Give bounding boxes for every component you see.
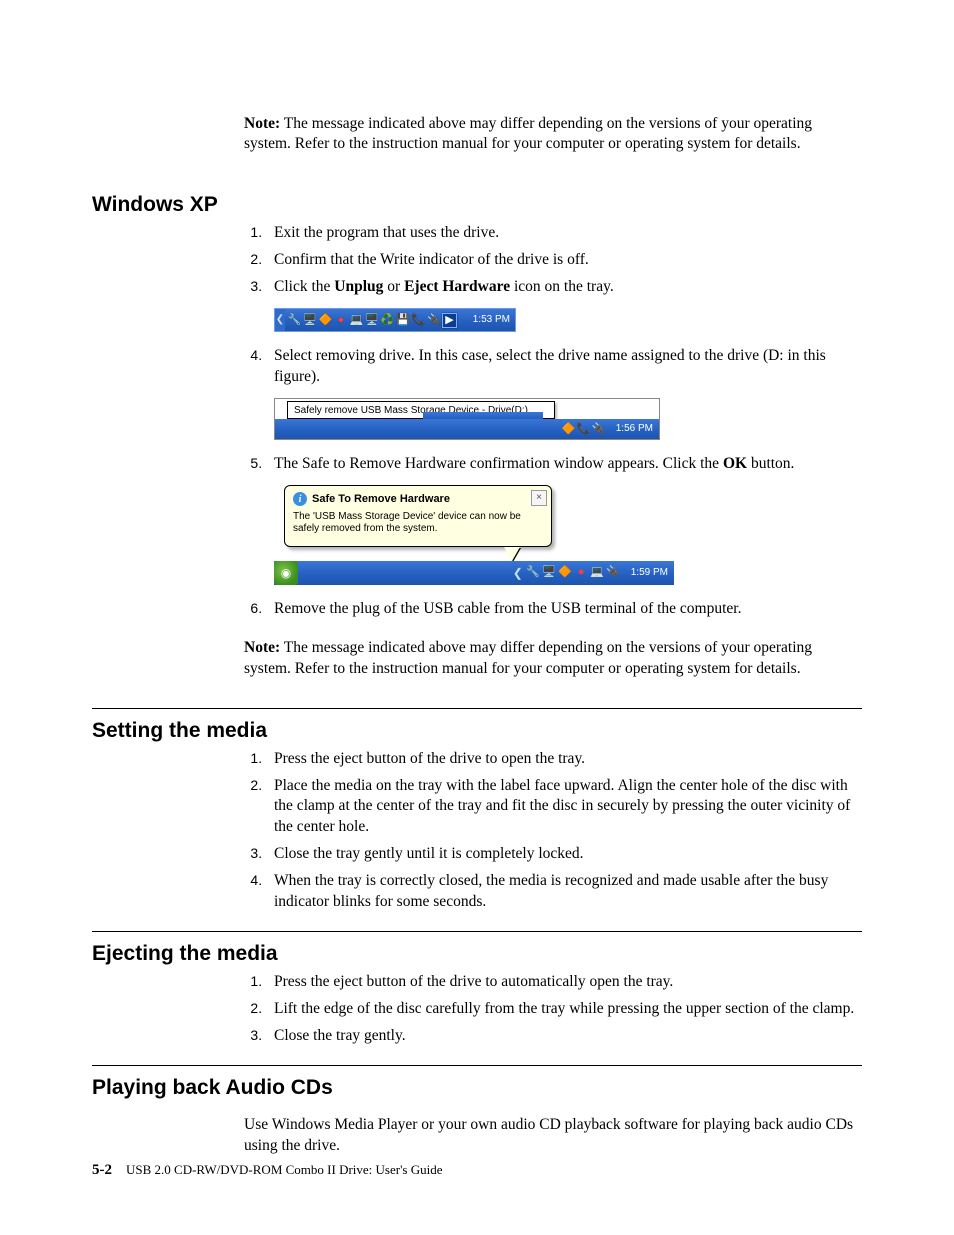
wmp-icon: ▶ bbox=[442, 313, 457, 328]
step-text: The Safe to Remove Hardware confirmation… bbox=[274, 455, 723, 472]
tray-icon: 💻 bbox=[590, 565, 605, 580]
tray-icon: 💾 bbox=[396, 313, 411, 328]
tray-icon: ● bbox=[574, 565, 589, 580]
tray-clock: 1:53 PM bbox=[468, 313, 515, 327]
bold-text: OK bbox=[723, 455, 747, 472]
book-title: USB 2.0 CD-RW/DVD-ROM Combo II Drive: Us… bbox=[126, 1162, 443, 1177]
section-title-windows-xp: Windows XP bbox=[92, 183, 862, 217]
tray-icon: 🔧 bbox=[287, 313, 302, 328]
step-item: Press the eject button of the drive to o… bbox=[266, 749, 862, 770]
step-text: Remove the plug of the USB cable from th… bbox=[274, 600, 741, 617]
mini-taskbar-strip bbox=[423, 412, 543, 419]
step-item: Lift the edge of the disc carefully from… bbox=[266, 999, 862, 1020]
step-text: Select removing drive. In this case, sel… bbox=[274, 347, 826, 385]
note-paragraph: Note: The message indicated above may di… bbox=[244, 638, 862, 680]
tray-clock: 1:59 PM bbox=[625, 566, 674, 580]
step-text: When the tray is correctly closed, the m… bbox=[274, 872, 828, 910]
figure-balloon: × i Safe To Remove Hardware The 'USB Mas… bbox=[274, 485, 862, 585]
section-title-setting-media: Setting the media bbox=[92, 708, 862, 743]
step-item: Click the Unplug or Eject Hardware icon … bbox=[266, 277, 862, 332]
step-item: Close the tray gently until it is comple… bbox=[266, 844, 862, 865]
page: Note: The message indicated above may di… bbox=[0, 0, 954, 1235]
step-text: Click the bbox=[274, 278, 334, 295]
step-text: Close the tray gently until it is comple… bbox=[274, 845, 584, 862]
close-icon[interactable]: × bbox=[531, 490, 547, 506]
figure-systray: ❮ 🔧 🖥️ 🔶 ● 💻 🖥️ ♻️ 💾 📞 🔌 bbox=[274, 308, 862, 332]
tray-icon: 🔶 bbox=[562, 422, 576, 436]
bold-text: Eject Hardware bbox=[404, 278, 510, 295]
step-item: Exit the program that uses the drive. bbox=[266, 223, 862, 244]
taskbar: 🔶 📞 🔌 1:56 PM bbox=[275, 419, 659, 439]
step-text: Place the media on the tray with the lab… bbox=[274, 777, 850, 836]
step-item: Remove the plug of the USB cable from th… bbox=[266, 599, 862, 620]
tray-icon: 📞 bbox=[577, 422, 591, 436]
note-text: The message indicated above may differ d… bbox=[244, 639, 812, 677]
step-text: Confirm that the Write indicator of the … bbox=[274, 251, 589, 268]
tray-icon: 🖥️ bbox=[303, 313, 318, 328]
step-text: button. bbox=[747, 455, 794, 472]
tray-icon: 🔌 bbox=[427, 313, 442, 328]
section-body-audio-cds: Use Windows Media Player or your own aud… bbox=[244, 1115, 862, 1157]
taskbar: ◉ ❮ 🔧 🖥️ 🔶 ● 💻 🔌 1:59 PM bbox=[274, 561, 674, 585]
figure-safely-remove-tooltip: Safely remove USB Mass Storage Device - … bbox=[274, 398, 862, 440]
tray-icons: 🔶 📞 🔌 bbox=[562, 422, 610, 436]
tray-icon: ♻️ bbox=[380, 313, 395, 328]
tray-icon: 🔶 bbox=[318, 313, 333, 328]
tray-icon: 🔶 bbox=[558, 565, 573, 580]
step-text: or bbox=[383, 278, 404, 295]
balloon-text: The 'USB Mass Storage Device' device can… bbox=[293, 511, 543, 536]
balloon-tail bbox=[504, 547, 520, 561]
note-paragraph: Note: The message indicated above may di… bbox=[244, 114, 862, 156]
step-item: Select removing drive. In this case, sel… bbox=[266, 346, 862, 440]
tray-icons: 🔧 🖥️ 🔶 ● 💻 🖥️ ♻️ 💾 📞 🔌 ▶ bbox=[285, 313, 459, 328]
balloon-title-row: i Safe To Remove Hardware bbox=[293, 492, 543, 507]
section-title-audio-cds: Playing back Audio CDs bbox=[92, 1065, 862, 1100]
tray-icon: 🔧 bbox=[526, 565, 541, 580]
note-text: The message indicated above may differ d… bbox=[244, 115, 812, 153]
step-text: Press the eject button of the drive to a… bbox=[274, 973, 673, 990]
tray-expand-icon: ❮ bbox=[510, 565, 526, 581]
step-text: Exit the program that uses the drive. bbox=[274, 224, 499, 241]
section-body-ejecting-media: Press the eject button of the drive to a… bbox=[244, 972, 862, 1047]
step-item: The Safe to Remove Hardware confirmation… bbox=[266, 454, 862, 585]
step-item: Place the media on the tray with the lab… bbox=[266, 776, 862, 839]
step-item: When the tray is correctly closed, the m… bbox=[266, 871, 862, 913]
step-item: Press the eject button of the drive to a… bbox=[266, 972, 862, 993]
section-body-setting-media: Press the eject button of the drive to o… bbox=[244, 749, 862, 913]
tray-icons: 🔧 🖥️ 🔶 ● 💻 🔌 bbox=[526, 565, 625, 580]
page-number: 5-2 bbox=[92, 1162, 112, 1178]
step-item: Close the tray gently. bbox=[266, 1026, 862, 1047]
bold-text: Unplug bbox=[334, 278, 383, 295]
tray-icon: 🖥️ bbox=[365, 313, 380, 328]
page-footer: 5-2 USB 2.0 CD-RW/DVD-ROM Combo II Drive:… bbox=[92, 1162, 443, 1179]
step-text: Lift the edge of the disc carefully from… bbox=[274, 1000, 854, 1017]
section-body-windows-xp: Exit the program that uses the drive. Co… bbox=[244, 223, 862, 679]
step-text: Close the tray gently. bbox=[274, 1027, 406, 1044]
steps-list: Press the eject button of the drive to a… bbox=[244, 972, 862, 1047]
tray-icon: 🔌 bbox=[606, 565, 621, 580]
tray-icon: 📞 bbox=[411, 313, 426, 328]
info-icon: i bbox=[293, 492, 307, 506]
steps-list: Press the eject button of the drive to o… bbox=[244, 749, 862, 913]
tray-icon: 💻 bbox=[349, 313, 364, 328]
section-title-ejecting-media: Ejecting the media bbox=[92, 931, 862, 966]
tray-icon: ● bbox=[334, 313, 349, 328]
note-label: Note: bbox=[244, 115, 280, 132]
start-button-icon[interactable]: ◉ bbox=[274, 561, 298, 585]
intro-note-block: Note: The message indicated above may di… bbox=[244, 114, 862, 156]
tray-icon: 🔌 bbox=[592, 422, 606, 436]
step-item: Confirm that the Write indicator of the … bbox=[266, 250, 862, 271]
tray-clock: 1:56 PM bbox=[610, 422, 659, 436]
step-text: Press the eject button of the drive to o… bbox=[274, 750, 585, 767]
note-label: Note: bbox=[244, 639, 280, 656]
balloon-title: Safe To Remove Hardware bbox=[312, 492, 450, 507]
tray-expand-icon: ❮ bbox=[275, 309, 285, 331]
balloon-tooltip: × i Safe To Remove Hardware The 'USB Mas… bbox=[284, 485, 552, 547]
tray-icon: 🖥️ bbox=[542, 565, 557, 580]
step-text: icon on the tray. bbox=[510, 278, 614, 295]
paragraph: Use Windows Media Player or your own aud… bbox=[244, 1115, 862, 1157]
systray-bar: ❮ 🔧 🖥️ 🔶 ● 💻 🖥️ ♻️ 💾 📞 🔌 bbox=[274, 308, 516, 332]
steps-list: Exit the program that uses the drive. Co… bbox=[244, 223, 862, 619]
